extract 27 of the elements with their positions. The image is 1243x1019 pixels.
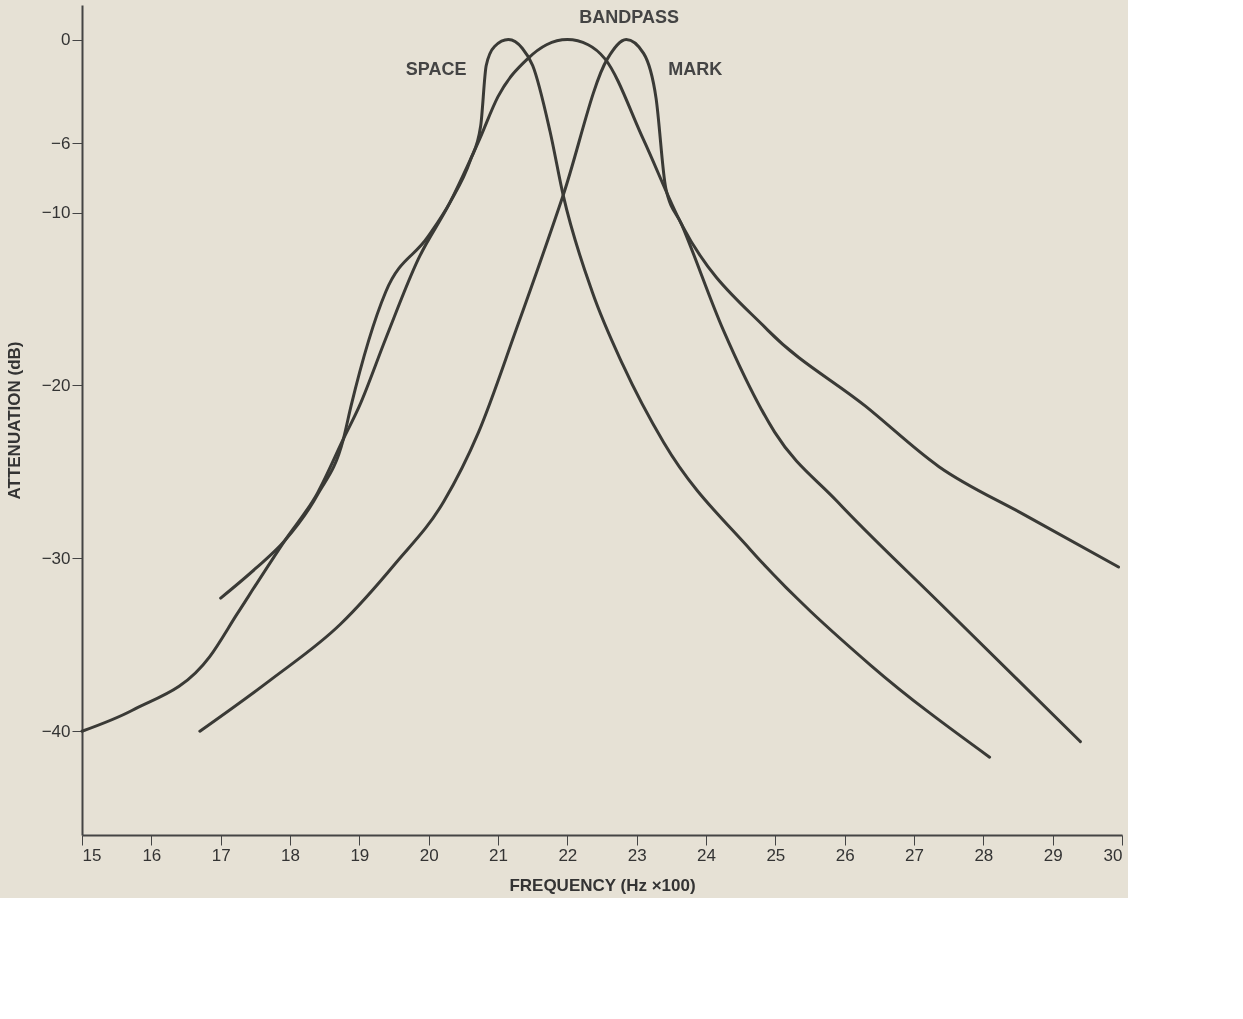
series-label: BANDPASS	[579, 6, 680, 27]
x-tick-label: 20	[419, 845, 439, 865]
series-label: MARK	[668, 58, 723, 79]
y-tick-label: −40	[41, 721, 71, 741]
x-tick-label: 26	[835, 845, 855, 865]
x-tick-label: 23	[627, 845, 647, 865]
x-tick-label: 25	[766, 845, 786, 865]
x-tick-label: 16	[142, 845, 162, 865]
x-tick-label: 19	[350, 845, 370, 865]
x-tick-label: 15	[82, 845, 102, 865]
x-tick-label: 21	[489, 845, 508, 865]
y-tick-label: −30	[41, 548, 71, 568]
y-tick-label: −10	[41, 203, 71, 222]
x-tick-label: 24	[697, 845, 716, 865]
x-tick-label: 22	[558, 845, 578, 865]
y-tick-label: −20	[41, 375, 71, 395]
series-label: SPACE	[405, 58, 467, 79]
y-tick-label: 0	[61, 30, 71, 50]
x-tick-label: 30	[1103, 845, 1123, 865]
x-tick-label: 28	[974, 845, 994, 865]
x-tick-label: 17	[211, 845, 231, 865]
x-tick-label: 27	[905, 845, 924, 865]
x-tick-label: 18	[281, 845, 300, 865]
y-tick-label: −6	[51, 133, 71, 153]
y-axis-title: ATTENUATION (dB)	[4, 341, 24, 500]
x-axis-title: FREQUENCY (Hz ×100)	[509, 875, 696, 895]
x-tick-label: 29	[1043, 845, 1063, 865]
